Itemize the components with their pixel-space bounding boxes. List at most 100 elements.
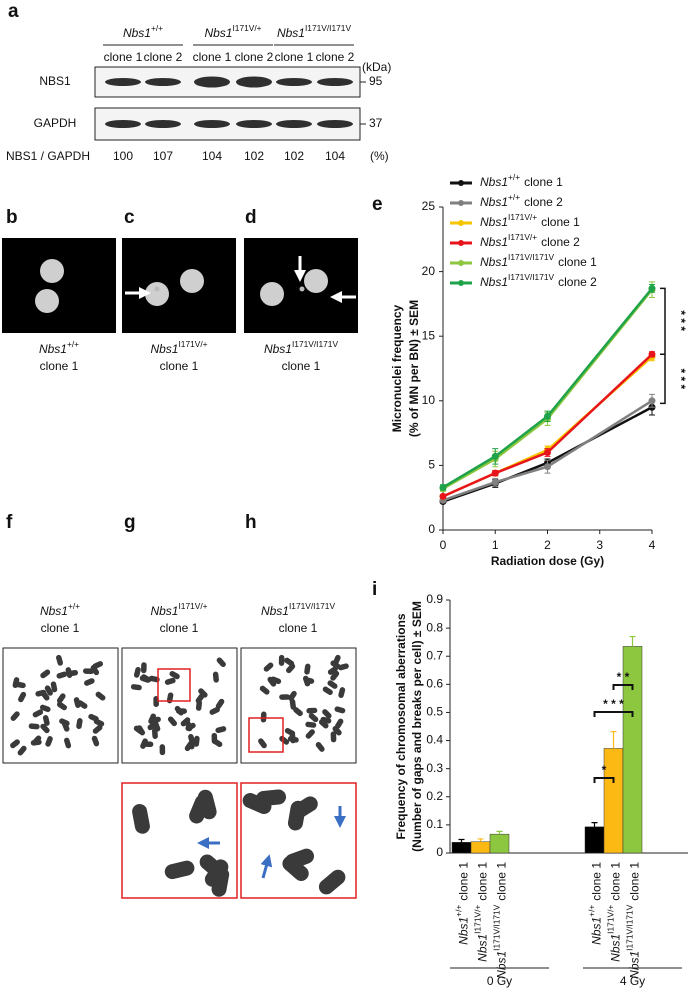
legend-label: Nbs1I171V/+ clone 2 <box>480 232 580 249</box>
y-tick-label: 0.4 <box>426 733 443 747</box>
nucleus <box>35 289 59 313</box>
unit-label: (%) <box>370 149 389 163</box>
chromosome <box>184 741 194 752</box>
ratio-value: 100 <box>113 149 133 163</box>
ratio-label: NBS1 / GAPDH <box>6 149 90 163</box>
data-point <box>544 463 551 471</box>
y-tick-label: 0.2 <box>426 789 443 803</box>
chromosome <box>175 708 187 714</box>
error-bar <box>610 730 617 749</box>
data-point <box>648 397 656 405</box>
clone-label: clone 2 <box>524 195 563 209</box>
chromosome <box>305 729 315 739</box>
chromosome <box>77 700 88 709</box>
chromosome <box>169 671 180 680</box>
chromosome <box>18 691 27 703</box>
allele: +/+ <box>508 192 520 202</box>
y-tick-label: 10 <box>422 393 436 407</box>
chromosome <box>132 803 150 834</box>
chromosome <box>306 707 318 714</box>
y-tick-label: 20 <box>422 264 436 278</box>
nucleus <box>260 282 284 306</box>
chromosome <box>56 671 68 679</box>
chromosome <box>39 704 51 713</box>
error-bar <box>477 838 484 842</box>
gene-name: Nbs1 <box>480 235 508 249</box>
band <box>317 120 353 128</box>
data-point <box>439 492 447 500</box>
chromosome <box>304 663 311 675</box>
chromosome <box>284 727 296 737</box>
gene-name: Nbs1 <box>277 26 305 40</box>
band <box>276 120 312 128</box>
y-tick-label: 0 <box>428 522 435 536</box>
chromosome <box>330 660 341 670</box>
zoom-box <box>157 668 191 702</box>
allele: +/+ <box>68 601 80 611</box>
allele: +/+ <box>67 339 79 349</box>
allele: I171V/I171V <box>625 904 635 951</box>
chromosome <box>142 741 154 748</box>
error-bar <box>496 830 503 835</box>
marker-label: 37 <box>369 116 383 130</box>
bar-label: Nbs1+/+ clone 1 <box>587 862 604 945</box>
band <box>317 78 353 86</box>
chromosome <box>189 794 210 824</box>
x-tick-label: 3 <box>596 538 603 552</box>
clone-label: clone 1 <box>275 50 314 64</box>
chromosome <box>17 745 27 756</box>
clone-label: clone 1 <box>104 50 143 64</box>
chromosome <box>88 713 99 722</box>
clone-label: clone 2 <box>144 50 183 64</box>
band <box>145 78 181 86</box>
gene-name: Nbs1 <box>495 951 509 979</box>
chromosome <box>279 694 291 700</box>
nucleus <box>180 269 204 293</box>
chromosome <box>335 718 344 729</box>
y-tick-label: 0.7 <box>426 648 443 662</box>
error-bar <box>629 635 636 647</box>
chromosome <box>303 677 315 684</box>
chromosome <box>289 698 296 710</box>
chromosome <box>279 735 290 745</box>
chromosome <box>167 716 177 727</box>
chromosome <box>90 665 100 676</box>
allele: I171V/I171V <box>289 601 336 611</box>
chromosome <box>185 720 193 732</box>
ratio-value: 102 <box>284 149 304 163</box>
nucleus <box>145 282 169 306</box>
legend-label: Nbs1I171V/I171V clone 1 <box>480 252 597 269</box>
error-bar <box>591 822 598 827</box>
clone-label: clone 1 <box>495 862 509 901</box>
clone-label: clone 1 <box>457 862 471 901</box>
chromosome <box>209 706 220 715</box>
allele: +/+ <box>151 23 163 33</box>
chromosome <box>330 731 337 743</box>
chromosome <box>332 725 342 736</box>
data-point <box>648 284 656 292</box>
chromosome <box>42 715 50 726</box>
bar-label: Nbs1I171V/I171V clone 1 <box>492 862 509 979</box>
y-tick-label: 0.5 <box>426 705 443 719</box>
chromosome <box>84 678 95 686</box>
series-line <box>442 399 653 502</box>
genotype-label: Nbs1I171V/+ <box>204 23 261 40</box>
data-point <box>491 478 499 486</box>
chromosome <box>56 693 66 704</box>
chromosome <box>287 800 306 831</box>
gene-name: Nbs1 <box>480 215 508 229</box>
genotype-label: Nbs1I171V/I171V <box>264 339 339 356</box>
panel-label: e <box>372 194 383 215</box>
y-tick-label: 0.6 <box>426 677 443 691</box>
gene-name: Nbs1 <box>628 951 642 979</box>
clone-label: clone 2 <box>316 50 355 64</box>
chromosome <box>61 721 70 732</box>
gene-name: Nbs1 <box>261 604 289 618</box>
bar <box>470 841 491 854</box>
chromosome <box>211 867 230 897</box>
legend-marker <box>458 260 464 266</box>
clone-label: clone 1 <box>628 862 642 901</box>
bar-label: Nbs1I171V/+ clone 1 <box>606 862 623 962</box>
y-tick-label: 25 <box>422 199 436 213</box>
